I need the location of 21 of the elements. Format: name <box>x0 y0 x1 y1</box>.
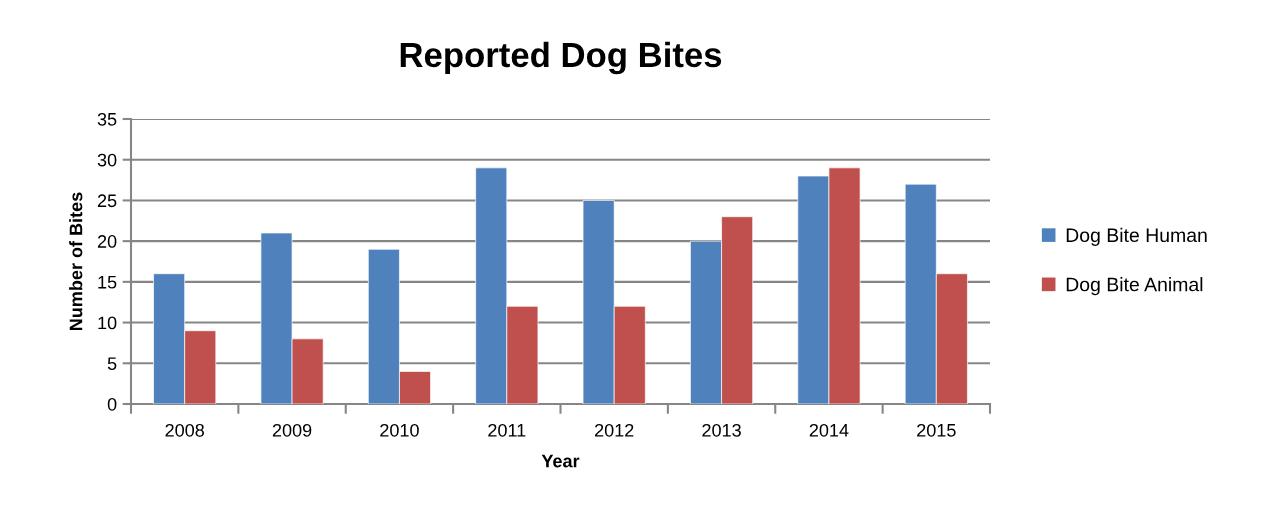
y-tick-label: 35 <box>97 112 117 126</box>
x-tick-label: 2015 <box>917 423 956 437</box>
y-tick-label: 5 <box>107 357 117 371</box>
x-tick-label: 2009 <box>272 423 312 437</box>
y-tick-label: 30 <box>97 153 117 167</box>
x-tick-label: 2013 <box>702 423 741 437</box>
x-tick-label: 2008 <box>165 423 204 437</box>
y-tick-label: 0 <box>107 397 117 411</box>
y-tick-label: 20 <box>97 235 117 248</box>
y-tick-label: 10 <box>98 316 117 330</box>
x-tick-label: 2014 <box>809 423 849 437</box>
legend-label: Dog Bite Animal <box>1066 277 1203 296</box>
chart-title: Reported Dog Bites <box>400 41 722 75</box>
y-tick-label: 15 <box>98 275 117 289</box>
y-axis-title: Number of Bites <box>69 192 83 331</box>
legend-label: Dog Bite Human <box>1066 227 1207 246</box>
x-tick-label: 2012 <box>595 423 634 437</box>
x-tick-label: 2010 <box>380 423 419 437</box>
y-tick-label: 25 <box>97 194 117 208</box>
x-tick-label: 2011 <box>488 423 526 437</box>
x-axis-title: Year <box>541 454 580 468</box>
